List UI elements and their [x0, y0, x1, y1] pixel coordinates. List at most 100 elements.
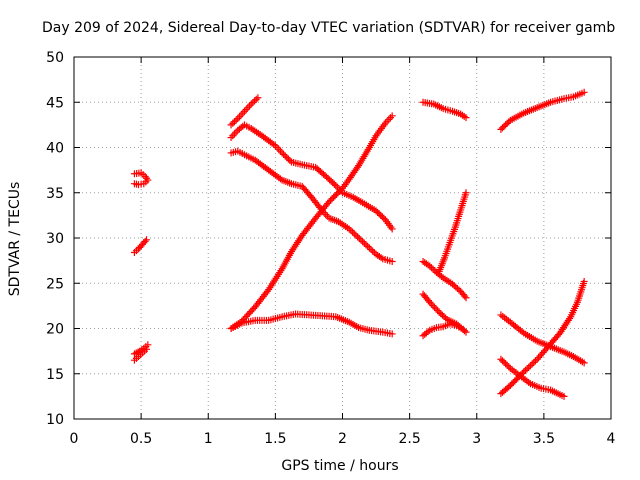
data-point — [580, 277, 588, 285]
y-axis-label: SDTVAR / TECUs — [7, 182, 23, 297]
series-track — [130, 169, 152, 189]
data-point — [227, 134, 235, 142]
data-point — [263, 287, 271, 295]
data-point — [528, 360, 536, 368]
series-track — [497, 355, 568, 400]
data-point — [331, 192, 339, 200]
data-point — [459, 325, 467, 333]
data-point — [539, 348, 547, 356]
x-axis-label: GPS time / hours — [281, 458, 398, 474]
data-point — [377, 211, 385, 219]
series-track — [497, 277, 588, 398]
data-point — [327, 196, 335, 204]
data-point — [388, 225, 396, 233]
series-track — [130, 345, 150, 364]
data-point — [360, 239, 368, 247]
data-point — [367, 246, 375, 254]
x-tick-label: 2.5 — [398, 431, 420, 447]
data-point — [247, 100, 255, 108]
data-point — [354, 233, 362, 241]
series-track — [227, 121, 396, 233]
data-point — [426, 262, 434, 270]
data-point — [388, 112, 396, 120]
data-point — [438, 272, 446, 280]
data-point — [503, 361, 511, 369]
data-point — [431, 267, 439, 275]
series-track — [419, 258, 470, 302]
data-point — [362, 241, 370, 249]
data-point — [235, 113, 243, 121]
data-point — [352, 231, 360, 239]
data-point — [249, 98, 257, 106]
y-tick-label: 30 — [46, 231, 64, 247]
y-tick-label: 15 — [46, 367, 64, 383]
y-tick-labels: 10 15 20 25 30 35 40 45 50 — [46, 50, 64, 428]
data-point — [518, 328, 526, 336]
data-point — [580, 359, 588, 367]
series-track — [130, 236, 150, 256]
data-point — [229, 119, 237, 127]
data-point — [242, 105, 250, 113]
data-point — [388, 330, 396, 338]
y-tick-label: 35 — [46, 186, 64, 202]
data-point — [239, 109, 247, 117]
data-point — [429, 302, 437, 310]
series-track — [227, 112, 396, 332]
chart-title: Day 209 of 2024, Sidereal Day-to-day VTE… — [42, 20, 615, 36]
data-point — [374, 208, 382, 216]
data-point — [378, 213, 386, 221]
data-point — [229, 132, 237, 140]
data-point — [429, 265, 437, 273]
data-point — [345, 225, 353, 233]
data-point — [544, 343, 552, 351]
data-point — [347, 227, 355, 235]
data-point — [506, 382, 514, 390]
data-point — [455, 286, 463, 294]
data-point — [227, 121, 235, 129]
data-point — [353, 163, 361, 171]
data-point — [535, 354, 543, 362]
series-track — [419, 320, 467, 340]
data-point — [432, 305, 440, 313]
x-tick-label: 0.5 — [130, 431, 152, 447]
data-point — [500, 358, 508, 366]
data-point — [526, 362, 534, 370]
data-point — [357, 236, 365, 244]
data-point — [523, 365, 531, 373]
y-tick-label: 50 — [46, 50, 64, 66]
data-point — [284, 155, 292, 163]
data-point — [542, 345, 550, 353]
data-point — [141, 237, 149, 245]
y-tick-label: 40 — [46, 141, 64, 157]
data-point — [349, 228, 357, 236]
data-point — [270, 140, 278, 148]
data-point — [142, 345, 150, 353]
data-point — [426, 298, 434, 306]
data-point — [508, 380, 516, 388]
data-point — [541, 347, 549, 355]
data-point — [369, 247, 377, 255]
x-tick-label: 1.5 — [264, 431, 286, 447]
data-point — [386, 114, 394, 122]
data-point — [130, 180, 138, 188]
y-tick-label: 20 — [46, 322, 64, 338]
data-point — [355, 234, 363, 242]
data-point — [434, 307, 442, 315]
data-point — [427, 300, 435, 308]
data-point — [531, 357, 539, 365]
data-point — [427, 264, 435, 272]
data-point — [350, 230, 358, 238]
data-point — [232, 128, 240, 136]
x-tick-label: 1 — [204, 431, 213, 447]
data-point — [520, 368, 528, 376]
data-point — [377, 254, 385, 262]
y-tick-label: 25 — [46, 276, 64, 292]
data-point — [509, 378, 517, 386]
data-point — [388, 258, 396, 266]
data-point — [246, 102, 254, 110]
data-point — [385, 115, 393, 123]
data-point — [247, 308, 255, 316]
data-point — [330, 193, 338, 201]
x-tick-label: 3.5 — [533, 431, 555, 447]
data-point — [498, 357, 506, 365]
